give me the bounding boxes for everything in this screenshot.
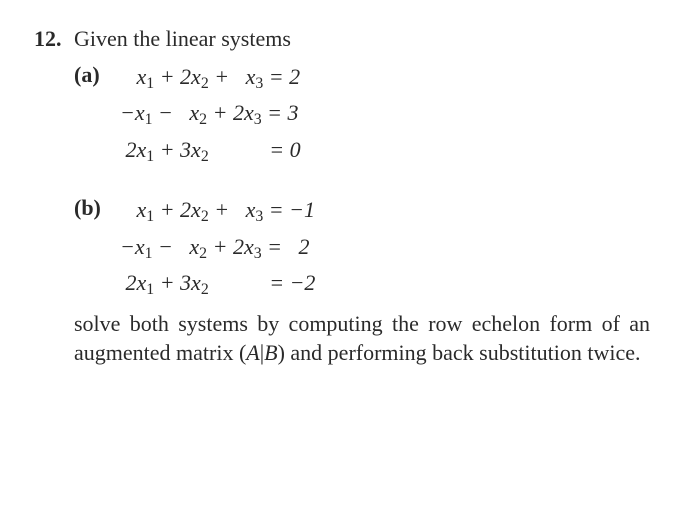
problem-number: 12. (34, 24, 74, 368)
eq-b-1: x1 + 2x2 + x3 = −1 (120, 193, 315, 230)
part-b: (b) x1 + 2x2 + x3 = −1 −x1 − x2 + 2x3 = … (74, 193, 650, 303)
eq-a-1: x1 + 2x2 + x3 = 2 (120, 60, 301, 97)
page: 12. Given the linear systems (a) x1 + 2x… (0, 0, 700, 392)
problem-12: 12. Given the linear systems (a) x1 + 2x… (34, 24, 650, 368)
part-b-label: (b) (74, 193, 120, 303)
eq-a-3: 2x1 + 3x2 = 0 (120, 133, 301, 170)
problem-body: Given the linear systems (a) x1 + 2x2 + … (74, 24, 650, 368)
problem-lead: Given the linear systems (74, 24, 650, 54)
problem-tail: solve both systems by computing the row … (74, 309, 650, 368)
part-a: (a) x1 + 2x2 + x3 = 2 −x1 − x2 + 2x3 = 3… (74, 60, 650, 170)
part-a-equations: x1 + 2x2 + x3 = 2 −x1 − x2 + 2x3 = 3 2x1… (120, 60, 301, 170)
part-b-equations: x1 + 2x2 + x3 = −1 −x1 − x2 + 2x3 = 2 2x… (120, 193, 315, 303)
part-a-label: (a) (74, 60, 120, 170)
eq-b-2: −x1 − x2 + 2x3 = 2 (120, 230, 315, 267)
eq-b-3: 2x1 + 3x2 = −2 (120, 266, 315, 303)
part-gap (74, 169, 650, 191)
eq-a-2: −x1 − x2 + 2x3 = 3 (120, 96, 301, 133)
